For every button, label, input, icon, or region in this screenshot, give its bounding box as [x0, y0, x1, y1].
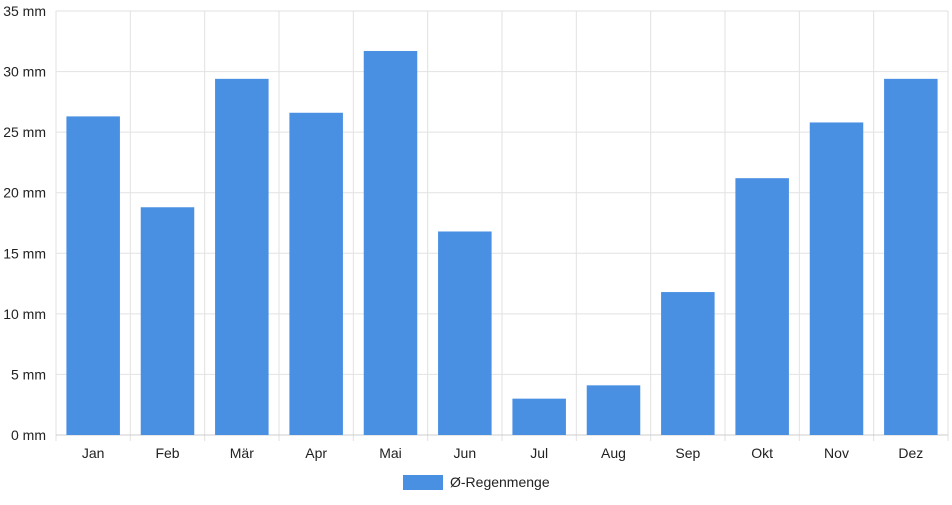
bar-Aug[interactable] — [586, 385, 641, 435]
x-tick-label: Mär — [230, 445, 254, 461]
bar-Jul[interactable] — [512, 398, 566, 435]
y-tick-label: 0 mm — [11, 427, 46, 443]
legend[interactable]: Ø-Regenmenge — [403, 474, 550, 490]
bars — [66, 50, 938, 436]
y-axis-ticks: 0 mm 5 mm 10 mm 15 mm 20 mm 25 mm 30 mm 35 mm — [3, 3, 46, 443]
y-tick-label: 5 mm — [11, 366, 46, 382]
bar-Nov[interactable] — [809, 122, 864, 436]
x-tick-label: Sep — [675, 445, 700, 461]
y-tick-label: 20 mm — [3, 185, 46, 201]
bar-Sep[interactable] — [661, 292, 715, 435]
bar-Mär[interactable] — [215, 78, 269, 435]
legend-swatch — [403, 475, 443, 490]
bar-Mai[interactable] — [363, 50, 418, 435]
grid-lines — [55, 10, 949, 441]
x-tick-label: Aug — [601, 445, 626, 461]
bar-Okt[interactable] — [735, 178, 789, 436]
bar-Jan[interactable] — [66, 116, 120, 435]
y-tick-label: 15 mm — [3, 245, 46, 261]
x-tick-label: Mai — [379, 445, 402, 461]
y-tick-label: 35 mm — [3, 3, 46, 19]
x-tick-label: Okt — [751, 445, 773, 461]
x-axis-ticks: Jan Feb Mär Apr Mai Jun Jul Aug Sep Okt Nov Dez — [82, 445, 923, 461]
y-tick-label: 30 mm — [3, 64, 46, 80]
x-tick-label: Jun — [454, 445, 477, 461]
bar-Feb[interactable] — [140, 207, 195, 435]
bar-Dez[interactable] — [884, 78, 938, 435]
x-tick-label: Feb — [155, 445, 179, 461]
x-tick-label: Dez — [898, 445, 923, 461]
x-tick-label: Apr — [305, 445, 327, 461]
x-tick-label: Nov — [824, 445, 849, 461]
x-tick-label: Jan — [82, 445, 105, 461]
bar-Jun[interactable] — [438, 231, 492, 435]
y-tick-label: 10 mm — [3, 306, 46, 322]
x-tick-label: Jul — [530, 445, 548, 461]
y-tick-label: 25 mm — [3, 124, 46, 140]
legend-label: Ø-Regenmenge — [450, 474, 550, 490]
bar-Apr[interactable] — [289, 112, 343, 435]
